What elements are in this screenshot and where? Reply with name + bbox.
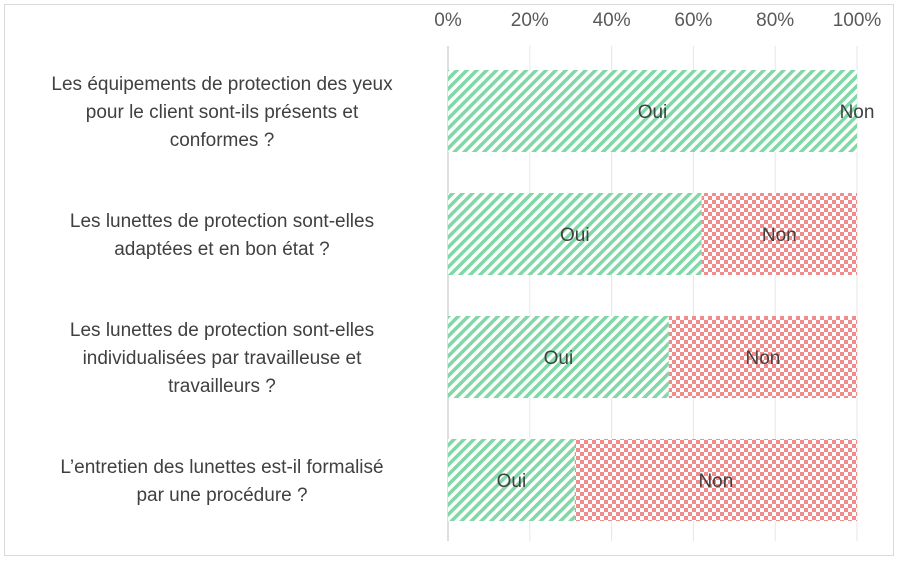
bar-segment-oui — [448, 439, 575, 521]
category-label: travailleurs ? — [168, 376, 276, 397]
x-tick-label: 20% — [511, 10, 549, 31]
data-labels: Oui Non Oui Non Oui Non Oui Non — [497, 102, 875, 492]
data-label-non: Non — [698, 471, 733, 492]
category-label: Les équipements de protection des yeux — [51, 74, 393, 95]
category-label: Les lunettes de protection sont-elles — [70, 320, 374, 341]
x-tick-label: 100% — [833, 10, 882, 31]
data-label-non: Non — [840, 102, 875, 123]
bar-segment-non — [668, 316, 857, 398]
x-tick-label: 40% — [593, 10, 631, 31]
bar-segment-oui — [448, 316, 669, 398]
x-tick-label: 80% — [756, 10, 794, 31]
category-label: par une procédure ? — [136, 485, 307, 506]
category-label: Les lunettes de protection sont-elles — [70, 211, 374, 232]
bar-segment-non — [574, 439, 857, 521]
category-label: adaptées et en bon état ? — [114, 239, 330, 260]
bar-segment-non — [701, 193, 857, 275]
category-label: individualisées par travailleuse et — [83, 348, 363, 369]
data-label-oui: Oui — [544, 348, 574, 369]
bar-segment-oui — [448, 193, 702, 275]
category-label: conformes ? — [170, 130, 275, 151]
data-label-non: Non — [746, 348, 781, 369]
data-label-oui: Oui — [638, 102, 668, 123]
category-label: L’entretien des lunettes est-il formalis… — [60, 457, 383, 478]
x-axis-ticks: 0% 20% 40% 60% 80% 100% — [434, 10, 881, 31]
bar-segment-oui — [448, 70, 857, 152]
data-label-non: Non — [762, 225, 797, 246]
category-labels: Les équipements de protection des yeux po… — [51, 74, 393, 506]
category-label: pour le client sont-ils présents et — [86, 102, 359, 123]
x-tick-label: 0% — [434, 10, 462, 31]
x-tick-label: 60% — [674, 10, 712, 31]
bars — [448, 70, 857, 521]
data-label-oui: Oui — [560, 225, 590, 246]
data-label-oui: Oui — [497, 471, 527, 492]
